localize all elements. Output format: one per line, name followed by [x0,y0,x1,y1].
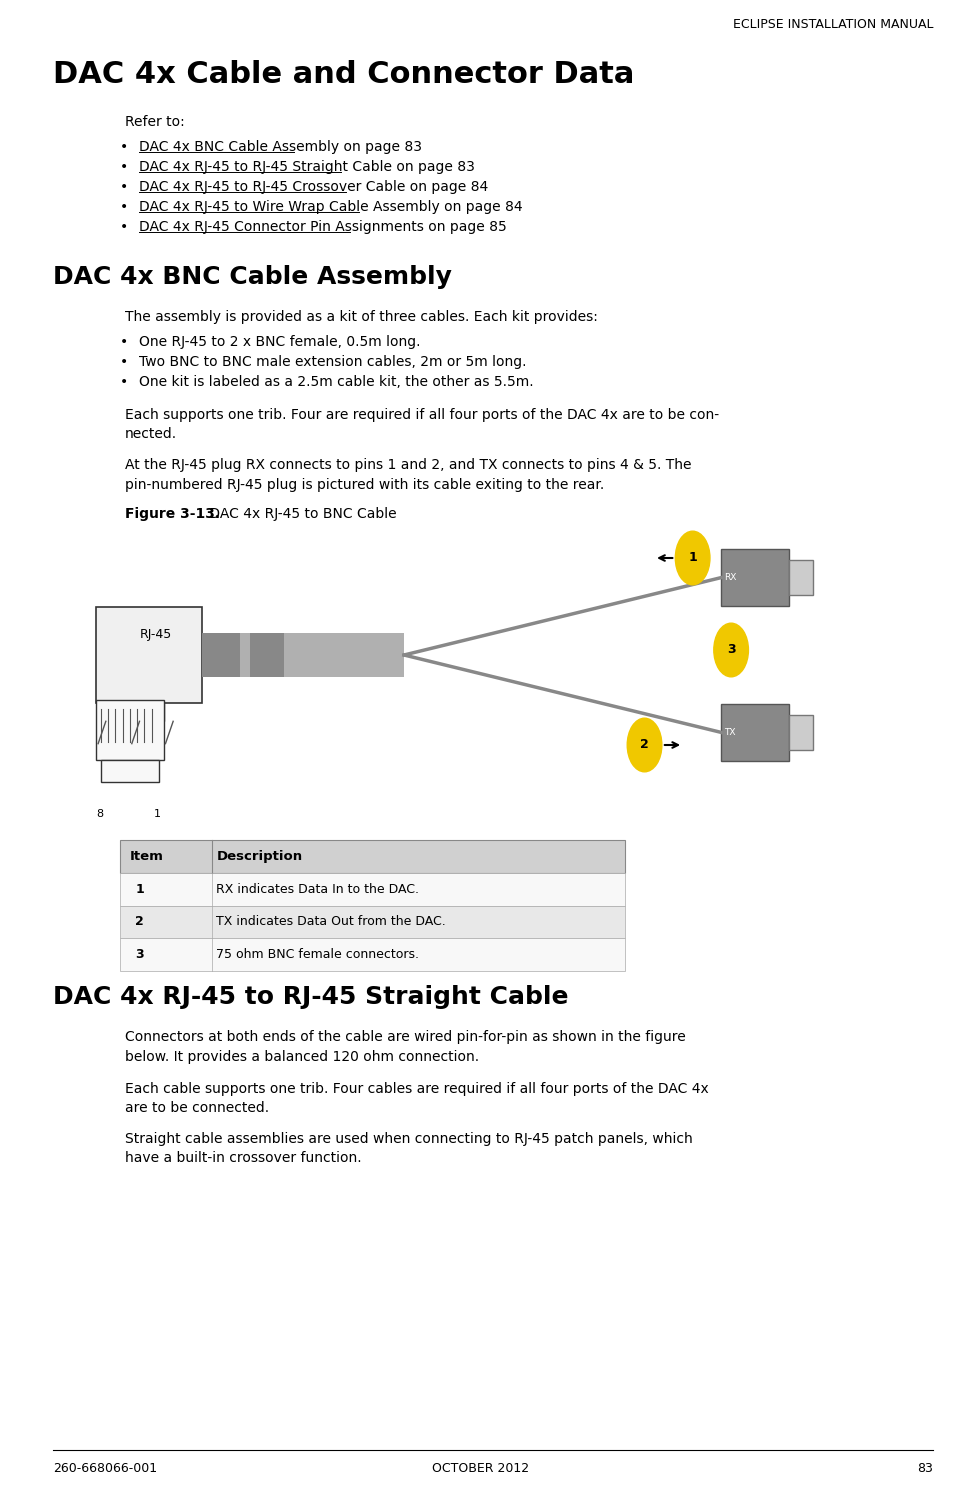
Text: Connectors at both ends of the cable are wired pin-for-pin as shown in the figur: Connectors at both ends of the cable are… [125,1030,685,1064]
Text: One RJ-45 to 2 x BNC female, 0.5m long.: One RJ-45 to 2 x BNC female, 0.5m long. [139,335,421,349]
Text: RJ-45: RJ-45 [139,627,172,641]
Text: •: • [120,375,129,389]
FancyBboxPatch shape [721,705,788,761]
Circle shape [713,623,748,676]
Text: Each supports one trib. Four are required if all four ports of the DAC 4x are to: Each supports one trib. Four are require… [125,408,719,441]
Text: •: • [120,140,129,153]
Text: One kit is labeled as a 2.5m cable kit, the other as 5.5m.: One kit is labeled as a 2.5m cable kit, … [139,375,533,389]
FancyBboxPatch shape [788,560,812,596]
Text: 260-668066-001: 260-668066-001 [53,1462,157,1475]
Text: Description: Description [216,849,303,863]
Text: DAC 4x RJ-45 Connector Pin Assignments on page 85: DAC 4x RJ-45 Connector Pin Assignments o… [139,221,506,234]
Text: Two BNC to BNC male extension cables, 2m or 5m long.: Two BNC to BNC male extension cables, 2m… [139,355,527,370]
FancyBboxPatch shape [101,760,159,782]
FancyBboxPatch shape [120,939,625,971]
Text: Figure 3-13.: Figure 3-13. [125,507,220,522]
FancyBboxPatch shape [120,873,625,906]
Text: At the RJ-45 plug RX connects to pins 1 and 2, and TX connects to pins 4 & 5. Th: At the RJ-45 plug RX connects to pins 1 … [125,457,691,492]
Text: •: • [120,200,129,215]
FancyBboxPatch shape [721,550,788,606]
Text: 3: 3 [727,644,734,657]
Text: Item: Item [130,849,163,863]
Text: 1: 1 [687,551,697,565]
Text: DAC 4x RJ-45 to RJ-45 Straight Cable: DAC 4x RJ-45 to RJ-45 Straight Cable [53,985,568,1009]
FancyBboxPatch shape [120,906,625,939]
Text: •: • [120,355,129,370]
Text: 75 ohm BNC female connectors.: 75 ohm BNC female connectors. [216,948,419,961]
Text: 2: 2 [639,739,649,751]
Text: 83: 83 [916,1462,932,1475]
Circle shape [675,530,709,584]
FancyBboxPatch shape [202,633,404,678]
Text: RX: RX [724,574,736,583]
Text: Refer to:: Refer to: [125,115,185,130]
Text: 8: 8 [96,809,103,820]
FancyBboxPatch shape [788,715,812,751]
Text: DAC 4x RJ-45 to Wire Wrap Cable Assembly on page 84: DAC 4x RJ-45 to Wire Wrap Cable Assembly… [139,200,523,215]
Text: ECLIPSE INSTALLATION MANUAL: ECLIPSE INSTALLATION MANUAL [732,18,932,31]
Text: DAC 4x RJ-45 to BNC Cable: DAC 4x RJ-45 to BNC Cable [205,507,396,522]
Text: DAC 4x BNC Cable Assembly on page 83: DAC 4x BNC Cable Assembly on page 83 [139,140,422,153]
Text: OCTOBER 2012: OCTOBER 2012 [432,1462,529,1475]
Text: Each cable supports one trib. Four cables are required if all four ports of the : Each cable supports one trib. Four cable… [125,1082,708,1116]
Text: 1: 1 [154,809,160,820]
FancyBboxPatch shape [135,703,163,721]
Text: DAC 4x Cable and Connector Data: DAC 4x Cable and Connector Data [53,60,633,89]
Text: DAC 4x RJ-45 to RJ-45 Straight Cable on page 83: DAC 4x RJ-45 to RJ-45 Straight Cable on … [139,159,475,174]
Text: DAC 4x BNC Cable Assembly: DAC 4x BNC Cable Assembly [53,265,452,289]
Text: 2: 2 [135,915,144,928]
Text: Straight cable assemblies are used when connecting to RJ-45 patch panels, which
: Straight cable assemblies are used when … [125,1132,692,1165]
Text: RX indicates Data In to the DAC.: RX indicates Data In to the DAC. [216,882,419,895]
Text: •: • [120,335,129,349]
Text: 3: 3 [136,948,143,961]
Text: DAC 4x RJ-45 to RJ-45 Crossover Cable on page 84: DAC 4x RJ-45 to RJ-45 Crossover Cable on… [139,180,488,194]
FancyBboxPatch shape [96,606,202,703]
Text: •: • [120,180,129,194]
Text: TX: TX [724,729,735,738]
Text: TX indicates Data Out from the DAC.: TX indicates Data Out from the DAC. [216,915,446,928]
FancyBboxPatch shape [120,840,625,873]
Text: 1: 1 [135,882,144,895]
FancyBboxPatch shape [202,633,240,678]
FancyBboxPatch shape [250,633,283,678]
FancyBboxPatch shape [96,700,163,760]
Text: •: • [120,159,129,174]
Text: •: • [120,221,129,234]
Circle shape [627,718,661,772]
Text: The assembly is provided as a kit of three cables. Each kit provides:: The assembly is provided as a kit of thr… [125,310,598,323]
